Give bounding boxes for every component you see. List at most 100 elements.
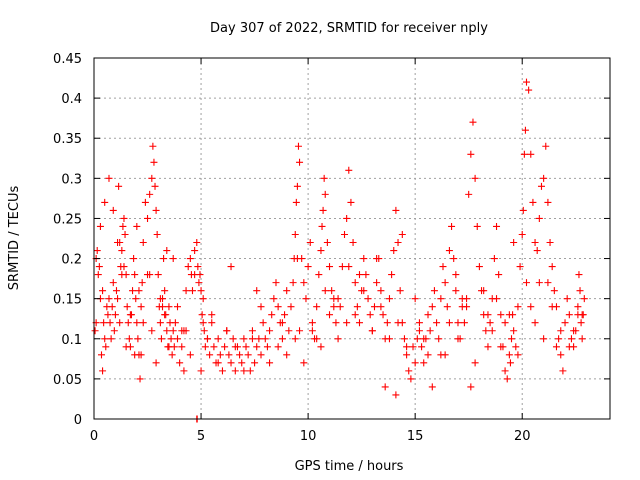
data-point	[313, 335, 321, 343]
data-point	[214, 335, 222, 343]
data-point	[411, 295, 419, 303]
data-point	[343, 214, 351, 222]
data-point	[480, 287, 488, 295]
data-point	[244, 351, 252, 359]
data-point	[520, 150, 528, 158]
data-point	[529, 198, 537, 206]
data-point	[505, 311, 513, 319]
data-point	[448, 222, 456, 230]
data-point	[126, 311, 134, 319]
data-point	[186, 351, 194, 359]
data-point	[129, 287, 137, 295]
x-tick-label: 5	[197, 429, 205, 444]
data-point	[370, 303, 378, 311]
data-point	[151, 182, 159, 190]
data-point	[121, 230, 129, 238]
data-point	[439, 263, 447, 271]
data-point	[188, 287, 196, 295]
chart-title: Day 307 of 2022, SRMTID for receiver npl…	[210, 21, 488, 36]
data-point	[400, 335, 408, 343]
data-point	[557, 327, 565, 335]
data-point	[154, 271, 162, 279]
data-point	[101, 335, 109, 343]
data-point	[134, 335, 142, 343]
data-point	[407, 375, 415, 383]
data-point	[381, 383, 389, 391]
data-point	[377, 287, 385, 295]
data-point	[345, 166, 353, 174]
data-point	[351, 311, 359, 319]
data-point	[516, 263, 524, 271]
data-point	[111, 311, 119, 319]
data-point	[107, 335, 115, 343]
data-point	[105, 174, 113, 182]
data-point	[139, 319, 147, 327]
x-axis-label: GPS time / hours	[295, 459, 404, 474]
data-point	[336, 303, 344, 311]
data-point	[210, 343, 218, 351]
data-point	[161, 311, 169, 319]
data-point	[565, 311, 573, 319]
data-point	[199, 295, 207, 303]
data-point	[163, 247, 171, 255]
data-point	[157, 335, 165, 343]
data-point	[139, 239, 147, 247]
data-point	[385, 335, 393, 343]
data-point	[332, 319, 340, 327]
data-point	[231, 367, 239, 375]
data-point	[238, 359, 246, 367]
data-point	[200, 327, 208, 335]
plot-frame	[93, 57, 611, 420]
axis-ticks	[93, 57, 610, 420]
data-point	[493, 222, 501, 230]
data-point	[366, 311, 374, 319]
data-point	[522, 78, 530, 86]
data-point	[300, 279, 308, 287]
data-point	[338, 263, 346, 271]
data-point	[497, 343, 505, 351]
data-point	[330, 303, 338, 311]
data-point	[552, 343, 560, 351]
data-point	[445, 319, 453, 327]
data-point	[514, 303, 522, 311]
data-point	[141, 198, 149, 206]
data-point	[313, 303, 321, 311]
data-point	[261, 335, 269, 343]
data-point	[180, 367, 188, 375]
data-point	[91, 327, 99, 335]
data-point	[388, 271, 396, 279]
data-point	[355, 319, 363, 327]
y-tick-label: 0.45	[53, 52, 82, 67]
data-point	[437, 295, 445, 303]
data-point	[131, 351, 139, 359]
data-point	[377, 303, 385, 311]
data-point	[253, 343, 261, 351]
data-point	[102, 343, 110, 351]
data-point	[109, 279, 117, 287]
data-point	[360, 287, 368, 295]
data-point	[555, 335, 563, 343]
data-point	[257, 351, 265, 359]
data-point	[576, 287, 584, 295]
data-point	[424, 351, 432, 359]
data-point	[120, 214, 128, 222]
data-point	[328, 287, 336, 295]
data-point	[161, 287, 169, 295]
data-point	[317, 247, 325, 255]
data-point	[495, 271, 503, 279]
data-point	[465, 190, 473, 198]
data-point	[373, 279, 381, 287]
data-point	[148, 174, 156, 182]
data-point	[475, 263, 483, 271]
data-point	[184, 263, 192, 271]
data-point	[274, 343, 282, 351]
data-point	[467, 150, 475, 158]
data-point	[420, 335, 428, 343]
data-point	[104, 311, 112, 319]
data-point	[197, 367, 205, 375]
data-point	[580, 295, 588, 303]
data-point	[122, 343, 130, 351]
data-point	[216, 351, 224, 359]
data-point	[152, 206, 160, 214]
data-point	[296, 327, 304, 335]
